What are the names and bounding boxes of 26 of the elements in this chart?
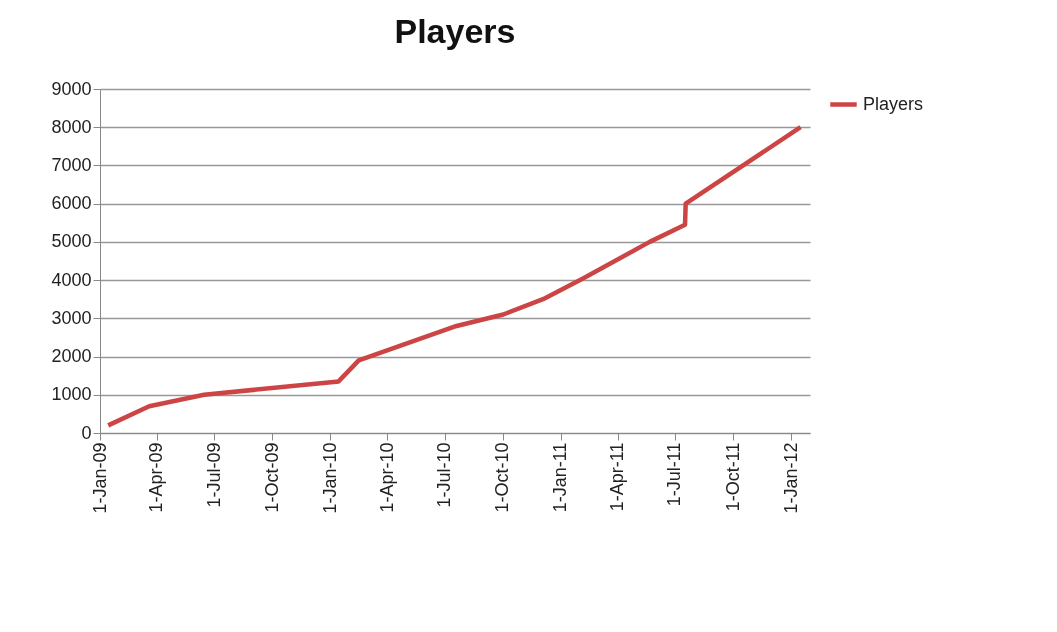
x-tick-label: 1-Jan-12 — [780, 442, 801, 514]
y-tick-label: 0 — [81, 422, 92, 443]
x-tick-label: 1-Apr-09 — [146, 442, 167, 513]
x-tick-label: 1-Jul-11 — [664, 442, 685, 507]
y-tick-label: 9000 — [51, 78, 92, 99]
x-tick-label: 1-Jul-09 — [203, 442, 224, 508]
y-tick-label: 4000 — [51, 269, 92, 290]
y-tick-label: 8000 — [51, 116, 92, 137]
y-tick-label: 6000 — [51, 193, 92, 214]
line-series — [105, 124, 803, 428]
y-tick-label: 3000 — [51, 307, 92, 328]
x-tick-label: 1-Jan-09 — [89, 442, 110, 514]
y-tick-label: 1000 — [51, 384, 92, 405]
x-tick-label: 1-Apr-11 — [607, 442, 628, 512]
x-tick-label: 1-Oct-10 — [492, 442, 513, 513]
x-tick-label: 1-Jan-11 — [550, 442, 571, 513]
x-tick-label: 1-Apr-10 — [376, 442, 397, 513]
y-tick-label: 5000 — [51, 231, 92, 252]
x-tick-label: 1-Oct-11 — [722, 442, 743, 512]
y-tick-label: 2000 — [51, 346, 92, 367]
legend-label: Players — [863, 93, 924, 114]
x-tick-label: 1-Jan-10 — [319, 442, 340, 514]
chart-title: Players — [394, 12, 516, 50]
x-tick-label: 1-Jul-10 — [434, 442, 455, 508]
x-tick-label: 1-Oct-09 — [261, 442, 282, 513]
y-tick-label: 7000 — [51, 154, 92, 175]
